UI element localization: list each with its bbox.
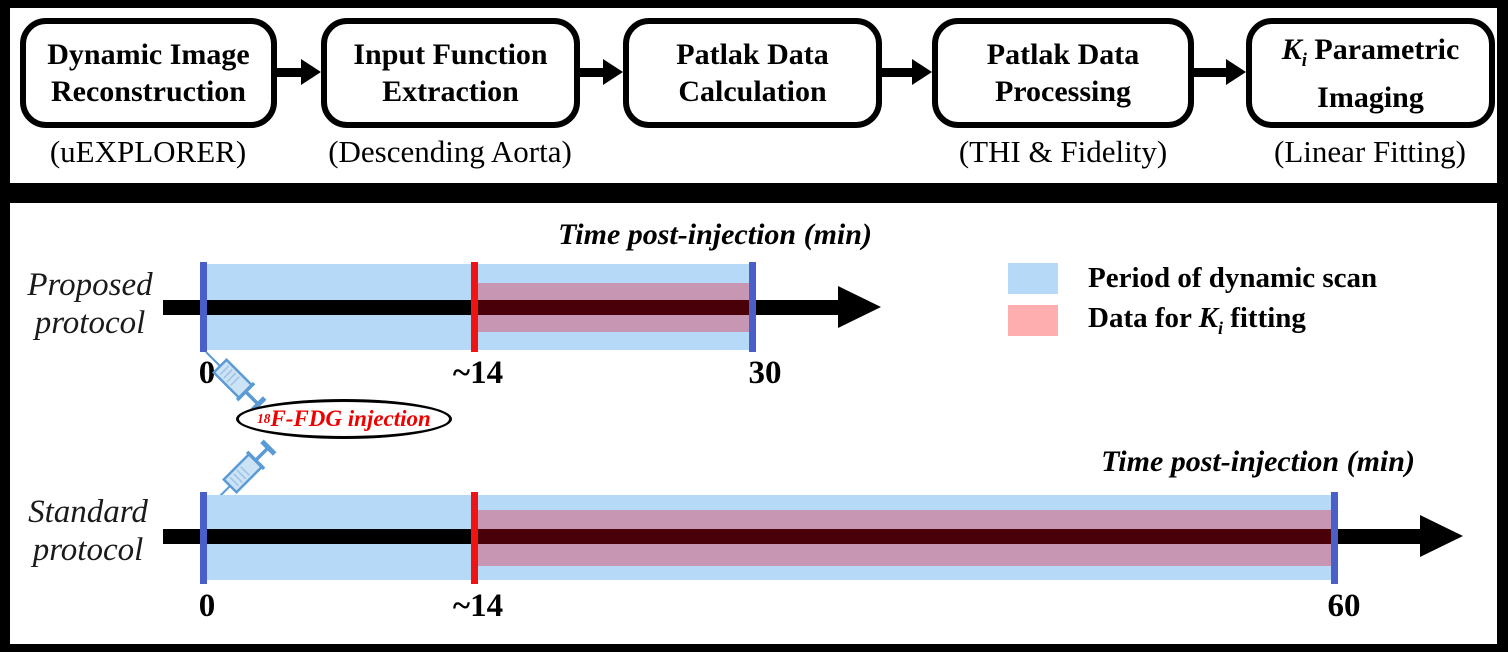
flow-box-patlak-data-processing: Patlak Data Processing <box>932 18 1194 128</box>
flow-caption-thi-fidelity: (THI & Fidelity) <box>958 134 1168 169</box>
proposed-tick-14 <box>471 262 478 352</box>
fdg-injection-superscript: 18 <box>257 411 271 426</box>
arrow-head-icon <box>301 59 321 85</box>
arrow-head-icon <box>603 59 623 85</box>
legend-row-dynamic-scan: Period of dynamic scan <box>1008 262 1377 295</box>
legend-swatch-ki-fitting <box>1008 304 1058 336</box>
standard-axis-arrowhead-icon <box>1420 515 1463 557</box>
flow-arrow-3 <box>882 59 932 85</box>
proposed-tick-label-0: 0 <box>198 355 216 391</box>
arrow-shaft <box>1194 67 1226 77</box>
arrow-shaft <box>277 67 301 77</box>
flow-caption-descending-aorta: (Descending Aorta) <box>328 134 572 169</box>
standard-tick-0 <box>200 492 207 584</box>
standard-tick-label-14: ~14 <box>452 588 504 624</box>
flow-arrow-4 <box>1194 59 1246 85</box>
syringe-icon <box>205 351 267 413</box>
flow-box-text: Dynamic Image Reconstruction <box>47 38 250 108</box>
legend-label-dynamic-scan: Period of dynamic scan <box>1088 262 1378 294</box>
standard-tick-14 <box>471 492 478 584</box>
standard-tick-label-60: 60 <box>1327 588 1361 624</box>
fdg-injection-callout: 18 F-FDG injection <box>236 399 452 439</box>
standard-protocol-label: Standard protocol <box>28 494 148 568</box>
standard-axis-title: Time post-injection (min) <box>1101 445 1415 478</box>
flow-caption-linear-fitting: (Linear Fitting) <box>1274 134 1466 169</box>
proposed-ki-fitting-band <box>474 283 755 332</box>
legend-label-ki-fitting: Data for Ki fitting <box>1088 302 1306 338</box>
arrow-shaft <box>580 67 603 77</box>
proposed-timeline-axis <box>163 300 853 315</box>
fdg-injection-label: F-FDG injection <box>270 406 431 431</box>
legend-swatch-dynamic-scan <box>1008 263 1058 294</box>
proposed-tick-30 <box>749 262 756 352</box>
proposed-tick-label-30: 30 <box>748 355 782 391</box>
arrow-head-icon <box>1226 59 1246 85</box>
flow-box-text: Patlak Data Calculation <box>676 38 829 108</box>
standard-tick-60 <box>1331 492 1338 584</box>
flow-box-text: Input Function Extraction <box>353 38 548 108</box>
standard-timeline-axis <box>163 529 1423 544</box>
flow-arrow-2 <box>580 59 623 85</box>
flow-box-input-function-extraction: Input Function Extraction <box>321 18 580 128</box>
flow-box-text: Patlak Data Processing <box>986 38 1140 108</box>
standard-ki-fitting-band <box>474 510 1337 566</box>
proposed-axis-title: Time post-injection (min) <box>558 218 872 251</box>
flow-caption-uexplorer: (uEXPLORER) <box>49 134 247 169</box>
flow-box-text: Ki Parametric Imaging <box>1281 32 1460 114</box>
flow-box-dynamic-image-reconstruction: Dynamic Image Reconstruction <box>20 18 277 128</box>
proposed-tick-0 <box>200 262 207 352</box>
standard-tick-label-0: 0 <box>198 588 216 624</box>
proposed-axis-arrowhead-icon <box>838 286 881 328</box>
flow-box-patlak-data-calculation: Patlak Data Calculation <box>623 18 882 128</box>
legend-row-ki-fitting: Data for Ki fitting <box>1008 302 1306 339</box>
proposed-protocol-label: Proposed protocol <box>27 267 153 341</box>
proposed-tick-label-14: ~14 <box>452 355 504 391</box>
arrow-shaft <box>882 67 912 77</box>
flow-arrow-1 <box>277 59 321 85</box>
flow-box-ki-parametric-imaging: Ki Parametric Imaging <box>1246 18 1495 128</box>
flowchart-panel: Dynamic Image Reconstruction Input Functi… <box>10 8 1497 183</box>
timelines-panel: Time post-injection (min) Proposed protoc… <box>10 203 1497 644</box>
arrow-head-icon <box>912 59 932 85</box>
